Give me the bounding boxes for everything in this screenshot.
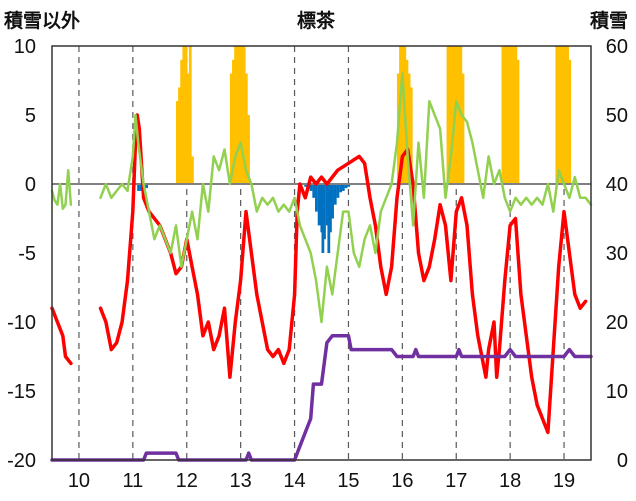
x-tick-label: 12 bbox=[176, 470, 198, 492]
bar-blue bbox=[145, 184, 149, 189]
right-axis-label: 積雪 bbox=[590, 10, 629, 32]
y-right-tick-label: 50 bbox=[606, 105, 628, 127]
bar-orange bbox=[557, 46, 561, 184]
bar-orange bbox=[507, 46, 511, 184]
bar-orange bbox=[505, 46, 509, 184]
bar-orange bbox=[514, 46, 518, 184]
plot-frame bbox=[51, 45, 592, 461]
bar-orange bbox=[516, 59, 520, 184]
bar-orange bbox=[566, 46, 569, 184]
bar-orange bbox=[446, 46, 450, 184]
bar-orange bbox=[455, 46, 458, 184]
bar-orange bbox=[512, 46, 516, 184]
tick-labels: 10 11 12 13 14 15 16 17 18 191050-5-10-15-2060504… bbox=[7, 36, 628, 492]
y-right-tick-label: 10 bbox=[606, 381, 628, 403]
y-left-tick-label: 10 bbox=[14, 36, 36, 58]
bar-blue bbox=[336, 184, 340, 198]
bar-blue bbox=[137, 184, 140, 191]
bar-orange bbox=[450, 46, 454, 184]
y-left-tick-label: 5 bbox=[25, 105, 36, 127]
bar-blue bbox=[315, 184, 318, 212]
x-tick-label: 15 bbox=[337, 470, 359, 492]
bar-orange bbox=[448, 46, 452, 184]
bar-blue bbox=[317, 184, 321, 226]
x-tick-label: 18 bbox=[499, 470, 521, 492]
bar-orange bbox=[232, 59, 235, 184]
bar-orange bbox=[234, 46, 237, 184]
bar-orange bbox=[401, 46, 405, 184]
x-tick-label: 11 bbox=[122, 470, 143, 492]
bar-orange bbox=[510, 46, 513, 184]
bar-blue bbox=[344, 184, 348, 189]
bar-orange bbox=[229, 73, 233, 184]
bar-orange bbox=[184, 46, 188, 184]
series-line-purple bbox=[50, 334, 593, 462]
bar-orange bbox=[247, 115, 250, 184]
bar-orange bbox=[244, 73, 248, 184]
bar-orange bbox=[186, 73, 190, 184]
bar-blue bbox=[312, 184, 316, 198]
y-left-tick-label: -15 bbox=[7, 381, 36, 403]
bar-blue bbox=[333, 184, 337, 205]
bar-orange bbox=[503, 46, 507, 184]
bar-orange bbox=[564, 46, 567, 184]
bar-orange bbox=[178, 87, 181, 184]
bar-orange bbox=[236, 46, 240, 184]
bar-orange bbox=[561, 46, 565, 184]
x-tick-label: 10 bbox=[68, 470, 90, 492]
bar-orange bbox=[568, 59, 572, 184]
bar-orange bbox=[461, 73, 465, 184]
bar-blue bbox=[325, 184, 329, 226]
bar-series bbox=[137, 46, 572, 253]
y-left-tick-label: 0 bbox=[25, 174, 36, 196]
bar-orange bbox=[240, 46, 244, 184]
x-tick-label: 17 bbox=[445, 470, 467, 492]
bar-blue bbox=[327, 184, 331, 253]
y-right-tick-label: 60 bbox=[606, 36, 628, 58]
bar-blue bbox=[321, 184, 325, 253]
bar-orange bbox=[407, 73, 411, 184]
left-axis-label: 積雪以外 bbox=[4, 10, 81, 32]
bar-orange bbox=[238, 46, 242, 184]
y-right-tick-label: 30 bbox=[606, 243, 628, 265]
bar-orange bbox=[182, 46, 186, 184]
bar-orange bbox=[501, 46, 505, 184]
bar-orange bbox=[559, 46, 563, 184]
y-left-tick-label: -10 bbox=[7, 312, 36, 334]
plot-border bbox=[51, 45, 592, 461]
bar-blue bbox=[323, 184, 326, 240]
x-tick-label: 16 bbox=[391, 470, 413, 492]
bar-orange bbox=[188, 46, 192, 184]
bar-orange bbox=[399, 46, 402, 184]
series-line-green bbox=[50, 72, 593, 324]
bar-orange bbox=[191, 156, 194, 184]
bar-orange bbox=[555, 46, 559, 184]
x-tick-label: 19 bbox=[553, 470, 575, 492]
bar-blue bbox=[304, 184, 308, 187]
bar-blue bbox=[341, 184, 345, 191]
line-series bbox=[50, 72, 593, 462]
bar-blue bbox=[309, 184, 313, 191]
y-right-tick-label: 0 bbox=[617, 450, 628, 472]
bar-blue bbox=[347, 184, 351, 187]
x-tick-label: 13 bbox=[230, 470, 252, 492]
x-tick-label: 14 bbox=[283, 470, 305, 492]
y-right-tick-label: 20 bbox=[606, 312, 628, 334]
bar-blue bbox=[339, 184, 343, 193]
bar-blue bbox=[331, 184, 334, 219]
bar-orange bbox=[409, 87, 413, 184]
bar-orange bbox=[180, 59, 184, 184]
y-left-tick-label: -20 bbox=[7, 450, 36, 472]
bar-orange bbox=[457, 46, 461, 184]
bar-orange bbox=[405, 59, 409, 184]
y-left-tick-label: -5 bbox=[18, 243, 36, 265]
series-line-red bbox=[50, 113, 588, 435]
chart-title: 標茶 bbox=[297, 10, 336, 32]
bar-orange bbox=[175, 101, 179, 184]
bar-orange bbox=[242, 46, 246, 184]
y-right-tick-label: 40 bbox=[606, 174, 628, 196]
bar-blue bbox=[329, 184, 332, 233]
